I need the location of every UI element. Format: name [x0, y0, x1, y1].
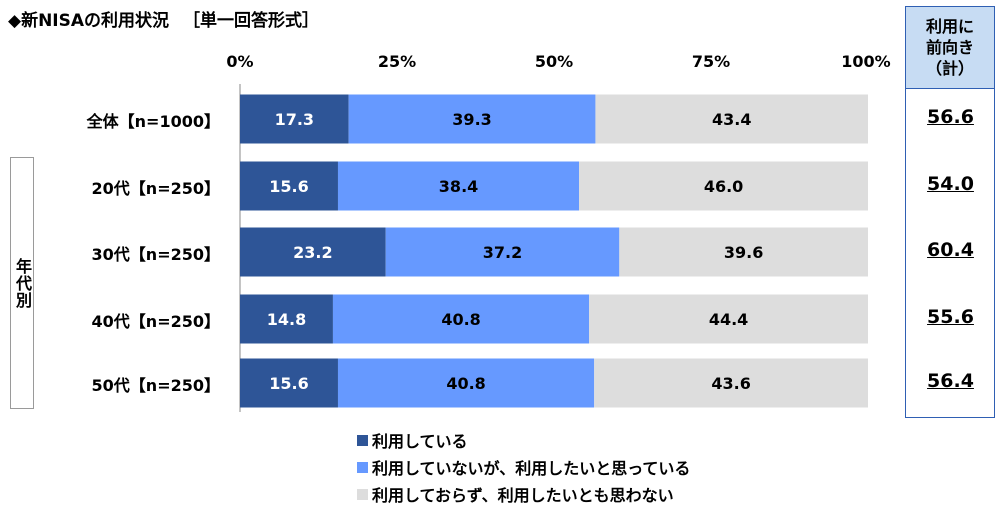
net-value: 54.0 — [927, 173, 974, 195]
legend-item-want: 利用していないが、利用したいと思っている — [357, 455, 690, 479]
chart-title: ◆新NISAの利用状況 ［単一回答形式］ — [8, 6, 319, 31]
bar-want — [337, 161, 580, 211]
data-label: 14.8 — [267, 310, 306, 329]
net-value: 60.4 — [927, 239, 974, 261]
legend-label: 利用していないが、利用したいと思っている — [372, 459, 691, 478]
bar-want — [348, 94, 596, 144]
data-label: 37.2 — [483, 243, 522, 262]
legend-label: 利用しておらず、利用したいとも思わない — [372, 486, 674, 505]
data-label: 43.6 — [711, 374, 750, 393]
bar-not — [619, 227, 868, 277]
bar-using — [240, 94, 349, 144]
net-value: 56.4 — [927, 370, 974, 392]
legend-item-not: 利用しておらず、利用したいとも思わない — [357, 482, 674, 506]
group-label-text: 年代別 — [13, 257, 32, 309]
category-label: 全体【n=1000】 — [86, 112, 220, 131]
data-label: 17.3 — [275, 110, 314, 129]
category-label: 30代【n=250】 — [91, 245, 220, 264]
net-value: 55.6 — [927, 306, 974, 328]
net-column-header: 利用に 前向き （計） — [905, 6, 995, 89]
bar-using — [240, 161, 338, 211]
title-text: ◆新NISAの利用状況 — [8, 11, 170, 31]
x-tick-label: 0% — [226, 52, 254, 71]
net-value: 56.6 — [927, 106, 974, 128]
category-label: 40代【n=250】 — [91, 312, 220, 331]
data-label: 44.4 — [709, 310, 748, 329]
data-label: 43.4 — [712, 110, 751, 129]
bar-want — [337, 358, 595, 408]
data-label: 15.6 — [269, 177, 308, 196]
data-label: 46.0 — [704, 177, 743, 196]
data-label: 40.8 — [446, 374, 485, 393]
bar-not — [595, 94, 868, 144]
legend-label: 利用している — [372, 432, 468, 451]
bar-want — [385, 227, 620, 277]
data-label: 40.8 — [441, 310, 480, 329]
data-label: 39.6 — [724, 243, 763, 262]
bar-want — [332, 294, 590, 344]
x-tick-label: 25% — [377, 52, 417, 71]
data-label: 15.6 — [269, 374, 308, 393]
x-tick-label: 100% — [841, 52, 891, 71]
data-label: 23.2 — [293, 243, 332, 262]
x-tick-label: 75% — [691, 52, 731, 71]
bar-not — [579, 161, 868, 211]
bar-not — [594, 358, 868, 408]
x-tick-label: 50% — [534, 52, 574, 71]
group-label: 年代別 — [10, 157, 34, 409]
data-label: 39.3 — [452, 110, 491, 129]
legend-swatch — [357, 461, 368, 473]
legend-item-using: 利用している — [357, 428, 468, 452]
legend-swatch — [357, 488, 368, 500]
net-header-text: 利用に 前向き （計） — [925, 17, 974, 78]
subtitle-text: ［単一回答形式］ — [183, 11, 320, 31]
bar-using — [240, 227, 386, 277]
bar-not — [589, 294, 868, 344]
legend-swatch — [357, 434, 368, 446]
bar-using — [240, 358, 338, 408]
bar-using — [240, 294, 333, 344]
data-label: 38.4 — [439, 177, 478, 196]
category-label: 20代【n=250】 — [91, 179, 220, 198]
category-label: 50代【n=250】 — [91, 376, 220, 395]
group-bracket — [10, 157, 34, 409]
